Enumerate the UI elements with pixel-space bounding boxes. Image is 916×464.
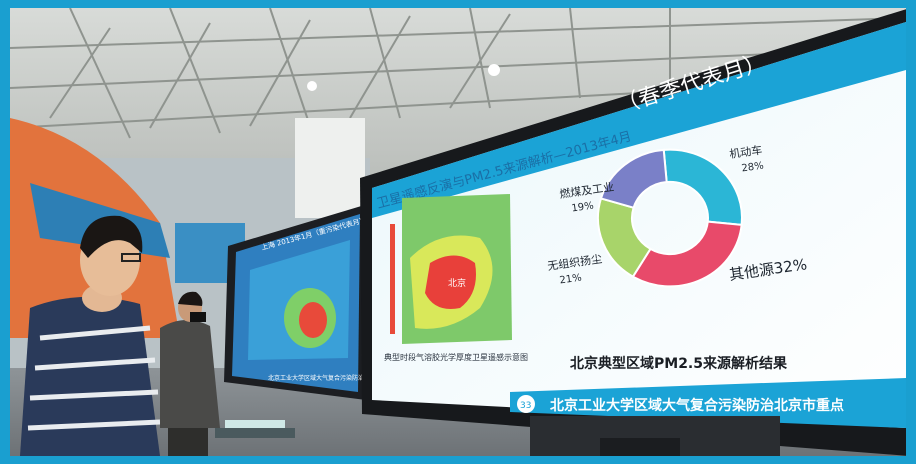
camera-icon — [190, 312, 206, 322]
donut-label-name-1: 机动车 — [728, 143, 763, 161]
photographer-legs — [168, 428, 208, 456]
result-title: 北京典型区域PM2.5来源解析结果 — [570, 355, 788, 372]
donut-slice-2 — [631, 220, 743, 288]
map-colorbar — [390, 224, 395, 334]
screen-stand-base — [600, 438, 680, 456]
ceiling-truss — [10, 8, 906, 139]
brochure — [225, 420, 285, 428]
donut-label-value-1: 28% — [741, 160, 765, 174]
white-column — [295, 118, 365, 218]
donut-chart — [597, 148, 743, 288]
map-pollution-hotspot — [425, 255, 476, 309]
visitor-glasses — [121, 253, 141, 262]
screen-footer-bar — [510, 378, 906, 428]
visitor-torso — [20, 296, 160, 456]
footer-badge-circle — [517, 395, 535, 413]
visitor-photographer — [160, 291, 220, 456]
side-table — [215, 428, 295, 438]
screen-header-band — [372, 22, 906, 218]
photographer-hair — [178, 291, 203, 306]
ceiling-light — [488, 64, 500, 76]
left-screen-footer: 北京工业大学区域大气复合污染防治 — [268, 374, 364, 382]
map-label: 北京 — [448, 277, 466, 289]
footer-text: 北京工业大学区域大气复合污染防治北京市重点 — [550, 397, 844, 414]
donut-label-value-3: 21% — [559, 272, 583, 286]
visitor-hair — [80, 215, 143, 258]
ceiling-light — [307, 81, 317, 91]
footer-badge: 33 — [520, 401, 531, 411]
map-caption: 典型时段气溶胶光学厚度卫星遥感示意图 — [384, 352, 528, 362]
photograph: 上海 2013年1月（重污染代表月） 北京工业大学区域大气复合污染防治 （春季代… — [10, 8, 906, 456]
visitor-stripes — [27, 325, 161, 431]
donut-slice-4 — [599, 148, 668, 209]
left-map-hotspot — [299, 302, 327, 338]
donut-label-value-4: 19% — [571, 200, 595, 214]
visitor-young-man — [20, 215, 161, 456]
scene: 上海 2013年1月（重污染代表月） 北京工业大学区域大气复合污染防治 （春季代… — [10, 8, 906, 456]
photographer-body — [160, 319, 220, 428]
